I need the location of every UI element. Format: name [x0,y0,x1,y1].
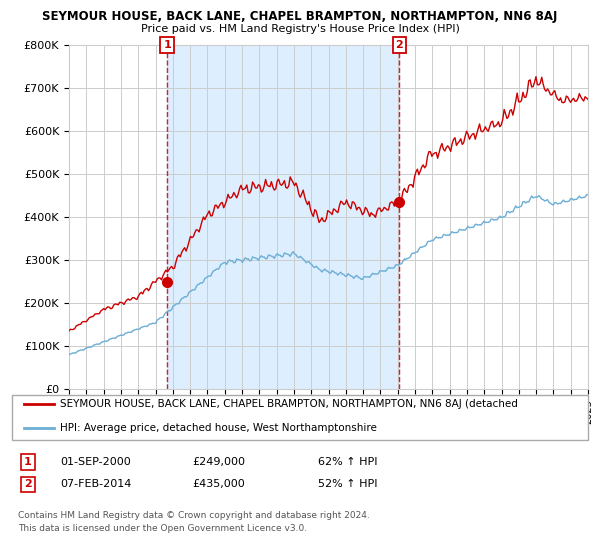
Text: Price paid vs. HM Land Registry's House Price Index (HPI): Price paid vs. HM Land Registry's House … [140,24,460,34]
Text: £249,000: £249,000 [192,457,245,467]
Text: 62% ↑ HPI: 62% ↑ HPI [318,457,377,467]
Text: HPI: Average price, detached house, West Northamptonshire: HPI: Average price, detached house, West… [60,423,377,433]
Text: 2: 2 [24,479,32,489]
Text: 1: 1 [163,40,171,50]
Text: 07-FEB-2014: 07-FEB-2014 [60,479,131,489]
Text: 52% ↑ HPI: 52% ↑ HPI [318,479,377,489]
Text: SEYMOUR HOUSE, BACK LANE, CHAPEL BRAMPTON, NORTHAMPTON, NN6 8AJ (detached: SEYMOUR HOUSE, BACK LANE, CHAPEL BRAMPTO… [60,399,518,409]
Text: £435,000: £435,000 [192,479,245,489]
Text: 1: 1 [24,457,32,467]
Text: 01-SEP-2000: 01-SEP-2000 [60,457,131,467]
Text: This data is licensed under the Open Government Licence v3.0.: This data is licensed under the Open Gov… [18,524,307,533]
Text: SEYMOUR HOUSE, BACK LANE, CHAPEL BRAMPTON, NORTHAMPTON, NN6 8AJ: SEYMOUR HOUSE, BACK LANE, CHAPEL BRAMPTO… [43,10,557,22]
Text: 2: 2 [395,40,403,50]
Text: Contains HM Land Registry data © Crown copyright and database right 2024.: Contains HM Land Registry data © Crown c… [18,511,370,520]
Bar [167,45,400,389]
